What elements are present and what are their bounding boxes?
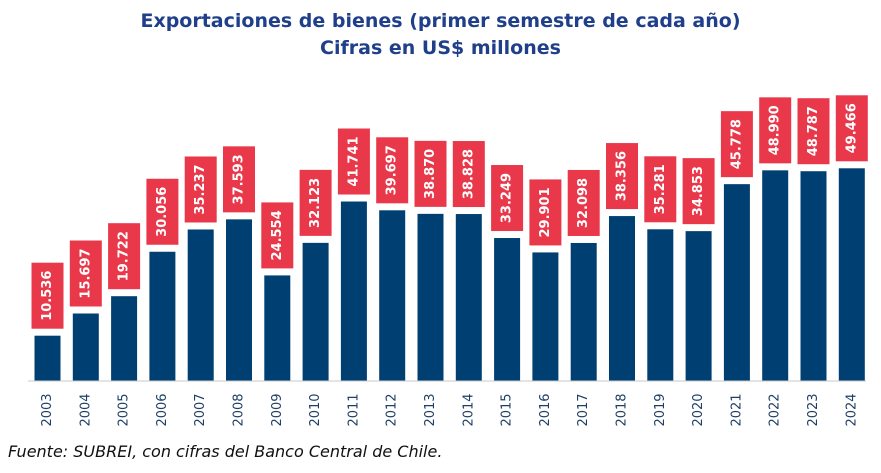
bar-2003 xyxy=(34,335,61,381)
data-label-2018: 38.356 xyxy=(615,151,630,201)
chart-title: Exportaciones de bienes (primer semestre… xyxy=(140,10,741,32)
data-label-box-2006 xyxy=(146,178,179,245)
data-label-box-2008 xyxy=(223,146,255,213)
x-tick-label-2016: 2016 xyxy=(538,393,553,426)
data-label-2014: 38.828 xyxy=(461,149,476,199)
data-label-2023: 48.787 xyxy=(806,106,821,156)
x-tick-label-2020: 2020 xyxy=(691,393,706,426)
x-tick-label-2014: 2014 xyxy=(461,393,476,426)
bar-2021 xyxy=(723,184,750,381)
data-label-box-2024 xyxy=(835,95,868,162)
bar-2024 xyxy=(838,168,865,381)
data-label-box-2017 xyxy=(567,169,600,236)
data-label-box-2013 xyxy=(414,140,447,207)
x-tick-label-2012: 2012 xyxy=(385,393,400,426)
x-tick-label-2007: 2007 xyxy=(193,393,208,426)
x-tick-label-2011: 2011 xyxy=(346,393,361,426)
x-tick-label-2010: 2010 xyxy=(308,393,323,426)
data-label-2009: 24.554 xyxy=(270,210,285,260)
x-tick-label-2019: 2019 xyxy=(653,393,668,426)
x-tick-label-2005: 2005 xyxy=(117,393,132,426)
data-label-2016: 29.901 xyxy=(538,187,553,237)
x-tick-label-2004: 2004 xyxy=(78,393,93,426)
bar-2008 xyxy=(226,219,252,381)
x-tick-label-2009: 2009 xyxy=(270,393,285,426)
bar-2004 xyxy=(72,313,99,381)
data-label-2019: 35.281 xyxy=(653,164,668,214)
bar-2011 xyxy=(340,201,367,381)
x-tick-label-2018: 2018 xyxy=(615,393,630,426)
data-label-box-2022 xyxy=(759,97,792,164)
data-label-box-2015 xyxy=(491,165,524,232)
bar-2017 xyxy=(570,242,597,381)
data-label-2008: 37.593 xyxy=(232,154,247,204)
x-tick-label-2021: 2021 xyxy=(729,393,744,426)
data-label-2013: 38.870 xyxy=(423,149,438,199)
bar-2023 xyxy=(800,171,827,381)
bar-2020 xyxy=(685,231,712,381)
data-label-2017: 32.098 xyxy=(576,178,591,228)
x-tick-label-2023: 2023 xyxy=(806,393,821,426)
data-label-box-2009 xyxy=(261,202,294,269)
chart-title-block: Exportaciones de bienes (primer semestre… xyxy=(0,8,881,62)
data-label-box-2016 xyxy=(529,179,562,246)
data-label-box-2004 xyxy=(69,240,102,307)
data-label-box-2019 xyxy=(644,156,677,223)
data-label-2021: 45.778 xyxy=(729,119,744,169)
bar-2009 xyxy=(264,275,291,381)
x-tick-label-2024: 2024 xyxy=(844,393,859,426)
x-tick-label-2017: 2017 xyxy=(576,393,591,426)
data-label-box-2014 xyxy=(452,141,485,208)
bar-2012 xyxy=(379,210,406,381)
data-label-2007: 35.237 xyxy=(193,164,208,214)
bar-2022 xyxy=(762,170,789,381)
data-label-2022: 48.990 xyxy=(768,105,783,155)
data-label-box-2003 xyxy=(31,262,64,329)
x-tick-label-2015: 2015 xyxy=(500,393,515,426)
data-label-box-2020 xyxy=(682,158,715,225)
bar-2018 xyxy=(609,216,635,381)
data-label-2005: 19.722 xyxy=(117,231,132,281)
data-label-box-2012 xyxy=(376,137,409,204)
data-label-box-2007 xyxy=(184,156,217,223)
bar-2016 xyxy=(532,252,559,381)
x-tick-label-2003: 2003 xyxy=(40,393,55,426)
data-label-box-2018 xyxy=(606,143,638,210)
data-label-2012: 39.697 xyxy=(385,145,400,195)
data-label-2006: 30.056 xyxy=(155,187,170,237)
x-tick-label-2008: 2008 xyxy=(232,393,247,426)
bar-2014 xyxy=(455,214,482,381)
data-label-2004: 15.697 xyxy=(78,248,93,298)
data-label-box-2011 xyxy=(337,128,370,195)
data-label-box-2021 xyxy=(720,111,753,178)
x-tick-label-2006: 2006 xyxy=(155,393,170,426)
data-label-box-2010 xyxy=(299,169,332,236)
source-note: Fuente: SUBREI, con cifras del Banco Cen… xyxy=(8,442,443,461)
bar-2019 xyxy=(647,229,674,381)
data-label-2010: 32.123 xyxy=(308,178,323,228)
data-label-2020: 34.853 xyxy=(691,166,706,216)
bar-2010 xyxy=(302,242,329,381)
bar-2015 xyxy=(494,238,521,381)
data-label-box-2023 xyxy=(797,98,830,165)
data-label-2003: 10.536 xyxy=(40,271,55,321)
bar-2007 xyxy=(187,229,214,381)
data-label-2011: 41.741 xyxy=(346,136,361,186)
data-label-2015: 33.249 xyxy=(500,173,515,223)
x-tick-label-2013: 2013 xyxy=(423,393,438,426)
data-label-2024: 49.466 xyxy=(844,103,859,153)
x-tick-label-2022: 2022 xyxy=(768,393,783,426)
data-label-box-2005 xyxy=(108,223,141,290)
bar-2006 xyxy=(149,251,176,381)
bar-2013 xyxy=(417,213,444,381)
chart-subtitle: Cifras en US$ millones xyxy=(320,37,561,59)
bar-2005 xyxy=(111,296,138,381)
